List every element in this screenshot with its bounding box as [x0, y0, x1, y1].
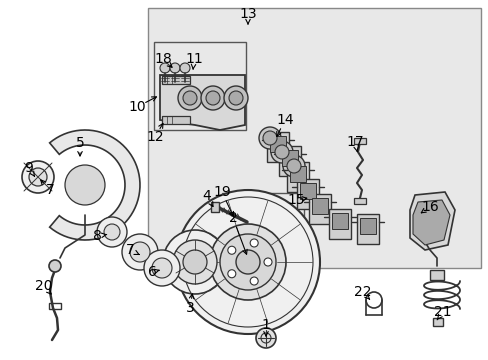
- Circle shape: [122, 234, 158, 270]
- Bar: [210, 202, 219, 212]
- Text: 21: 21: [433, 305, 451, 319]
- Bar: [331, 213, 347, 229]
- Bar: [328, 209, 350, 239]
- Text: 6: 6: [147, 265, 156, 279]
- Bar: [266, 132, 288, 162]
- Text: 10: 10: [128, 100, 145, 114]
- Bar: [49, 303, 61, 309]
- Circle shape: [29, 168, 47, 186]
- Text: 16: 16: [420, 200, 438, 214]
- Circle shape: [180, 63, 190, 73]
- Circle shape: [224, 86, 247, 110]
- Text: 7: 7: [45, 183, 54, 197]
- Circle shape: [22, 161, 54, 193]
- Text: 9: 9: [24, 161, 33, 175]
- Circle shape: [173, 240, 217, 284]
- Bar: [296, 179, 318, 209]
- Text: 2: 2: [228, 211, 237, 225]
- Text: 1: 1: [261, 318, 270, 332]
- Circle shape: [104, 224, 120, 240]
- Text: 14: 14: [276, 113, 293, 127]
- Circle shape: [152, 258, 172, 278]
- Polygon shape: [409, 192, 454, 250]
- Circle shape: [163, 230, 226, 294]
- Bar: [269, 136, 285, 152]
- Polygon shape: [50, 130, 140, 240]
- Bar: [286, 162, 308, 192]
- Circle shape: [236, 250, 260, 274]
- Text: 18: 18: [154, 52, 171, 66]
- Circle shape: [205, 91, 220, 105]
- Circle shape: [227, 246, 235, 254]
- Text: 11: 11: [185, 52, 203, 66]
- Circle shape: [183, 91, 197, 105]
- Bar: [432, 318, 442, 326]
- Text: 4: 4: [202, 189, 211, 203]
- Polygon shape: [160, 75, 244, 130]
- Text: 20: 20: [35, 279, 53, 293]
- Circle shape: [264, 258, 271, 266]
- Polygon shape: [148, 8, 480, 268]
- Circle shape: [286, 159, 301, 173]
- Bar: [162, 76, 190, 84]
- Text: 12: 12: [146, 130, 163, 144]
- Text: 17: 17: [346, 135, 363, 149]
- Text: 7: 7: [125, 243, 134, 257]
- Bar: [162, 116, 190, 124]
- Circle shape: [228, 91, 243, 105]
- Bar: [299, 183, 315, 199]
- Polygon shape: [412, 200, 449, 245]
- Bar: [353, 198, 365, 204]
- Text: 22: 22: [353, 285, 371, 299]
- Text: 19: 19: [213, 185, 230, 199]
- Bar: [279, 146, 301, 176]
- Circle shape: [160, 63, 170, 73]
- Circle shape: [256, 328, 275, 348]
- Bar: [308, 194, 330, 224]
- Bar: [359, 218, 375, 234]
- Circle shape: [65, 165, 105, 205]
- Circle shape: [170, 63, 180, 73]
- Circle shape: [274, 145, 288, 159]
- Text: 13: 13: [239, 7, 256, 21]
- Bar: [356, 214, 378, 244]
- Text: 8: 8: [92, 229, 101, 243]
- Circle shape: [259, 127, 281, 149]
- Circle shape: [97, 217, 127, 247]
- Bar: [289, 166, 305, 182]
- Circle shape: [183, 250, 206, 274]
- Circle shape: [250, 239, 258, 247]
- Circle shape: [220, 234, 275, 290]
- Circle shape: [283, 155, 305, 177]
- Circle shape: [130, 242, 150, 262]
- Text: 5: 5: [76, 136, 84, 150]
- Circle shape: [250, 277, 258, 285]
- Circle shape: [143, 250, 180, 286]
- Circle shape: [176, 190, 319, 334]
- Circle shape: [227, 270, 235, 278]
- Circle shape: [209, 224, 285, 300]
- Bar: [353, 138, 365, 144]
- Bar: [282, 150, 297, 166]
- Circle shape: [263, 131, 276, 145]
- Text: 15: 15: [286, 193, 304, 207]
- Bar: [311, 198, 327, 214]
- Text: 3: 3: [185, 301, 194, 315]
- Circle shape: [49, 260, 61, 272]
- Circle shape: [201, 86, 224, 110]
- Circle shape: [270, 141, 292, 163]
- Circle shape: [178, 86, 202, 110]
- Bar: [429, 270, 443, 280]
